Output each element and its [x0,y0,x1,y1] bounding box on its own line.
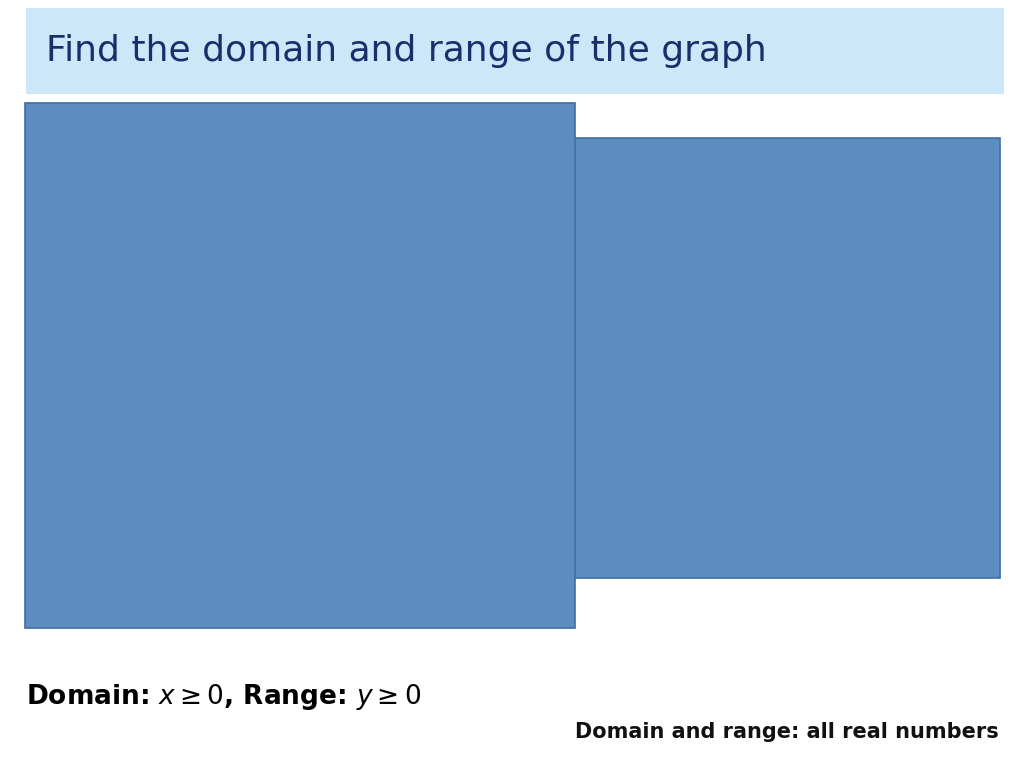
FancyBboxPatch shape [26,8,1004,94]
FancyBboxPatch shape [25,103,575,628]
Text: Find the domain and range of the graph: Find the domain and range of the graph [46,34,767,68]
Text: Domain: $x \geq 0$, Range: $y \geq 0$: Domain: $x \geq 0$, Range: $y \geq 0$ [26,681,421,712]
FancyBboxPatch shape [570,138,999,578]
Text: Domain and range: all real numbers: Domain and range: all real numbers [574,722,998,742]
